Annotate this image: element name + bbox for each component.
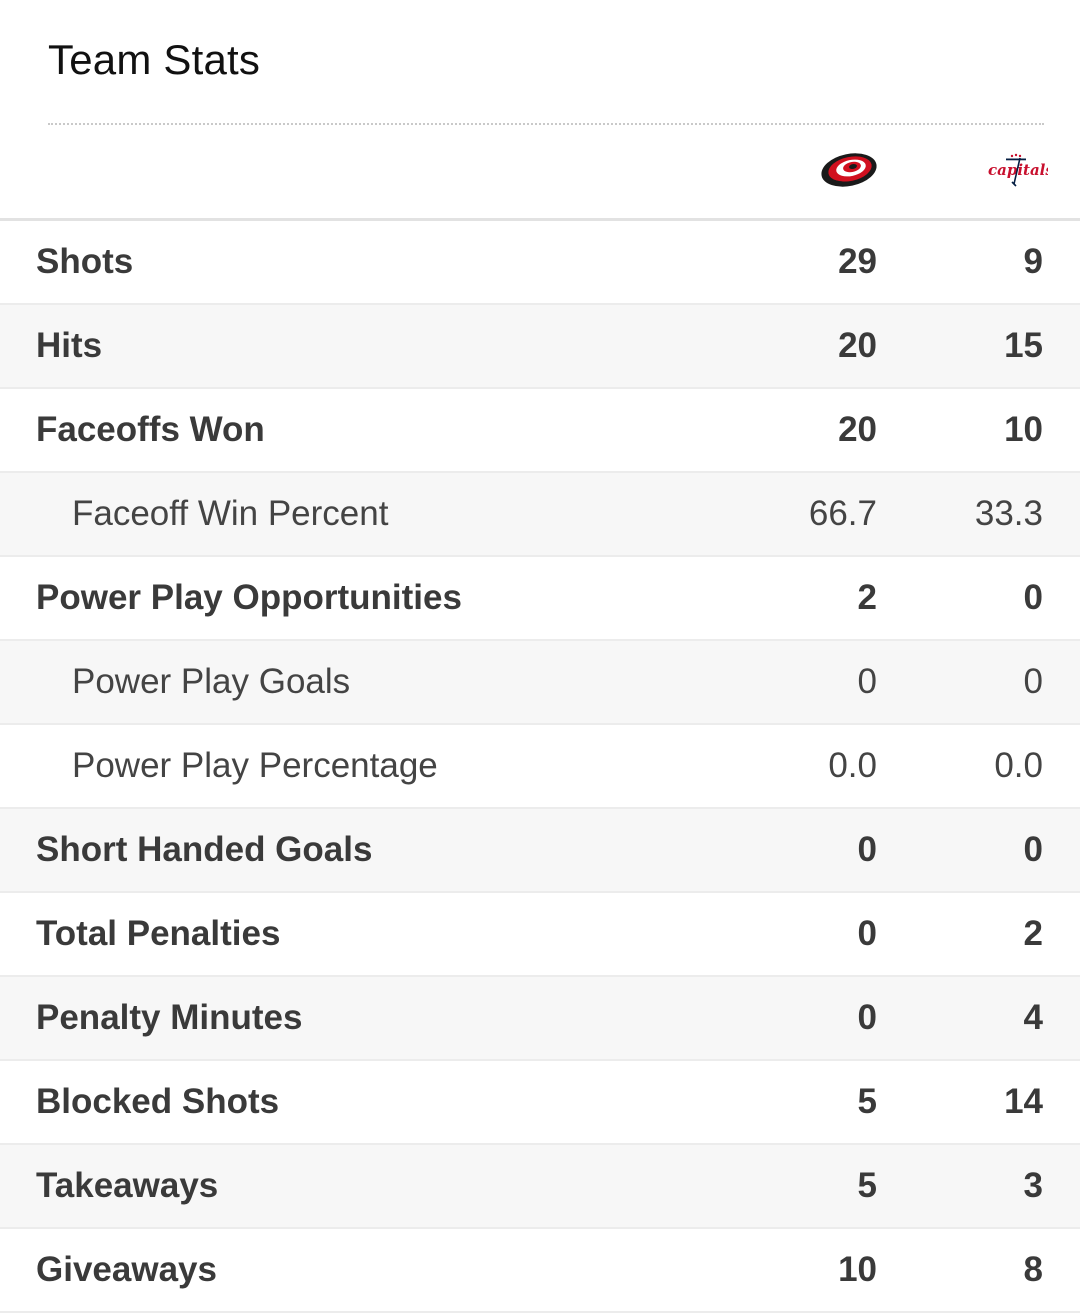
stat-label: Power Play Opportunities: [36, 578, 462, 617]
header-separator: [0, 218, 1080, 221]
stat-label: Penalty Minutes: [36, 998, 303, 1037]
dotted-divider: [48, 123, 1044, 125]
team-logo-row: capitals: [0, 126, 1080, 218]
away-team-value: 9: [1023, 242, 1043, 281]
stat-row: Giveaways 10 8: [0, 1229, 1080, 1313]
stat-row: Power Play Percentage 0.0 0.0: [0, 725, 1080, 809]
home-team-value: 66.7: [808, 494, 877, 533]
away-team-value: 0: [1023, 662, 1043, 701]
home-team-value: 2: [857, 578, 877, 617]
stat-row: Short Handed Goals 0 0: [0, 809, 1080, 893]
stat-label: Faceoff Win Percent: [72, 494, 389, 533]
home-team-value: 0: [857, 830, 877, 869]
away-team-value: 3: [1023, 1166, 1043, 1205]
stat-row: Faceoffs Won 20 10: [0, 389, 1080, 473]
stat-label: Hits: [36, 326, 103, 365]
away-team-value: 4: [1023, 998, 1043, 1037]
stat-label: Takeaways: [36, 1166, 219, 1205]
stat-row: Hits 20 15: [0, 305, 1080, 389]
home-team-value: 0: [857, 998, 877, 1037]
home-team-value: 0: [857, 914, 877, 953]
washington-capitals-logo-icon: capitals: [988, 153, 1048, 187]
stat-row: Shots 29 9: [0, 221, 1080, 305]
away-team-value: 0.0: [994, 746, 1043, 785]
stat-row: Takeaways 5 3: [0, 1145, 1080, 1229]
stat-label: Power Play Percentage: [72, 746, 438, 785]
away-team-value: 8: [1023, 1250, 1043, 1289]
away-team-value: 14: [1004, 1082, 1043, 1121]
home-team-value: 20: [838, 326, 877, 365]
stat-row: Power Play Goals 0 0: [0, 641, 1080, 725]
away-team-value: 0: [1023, 830, 1043, 869]
away-team-value: 33.3: [974, 494, 1043, 533]
home-team-value: 10: [838, 1250, 877, 1289]
stat-row: Faceoff Win Percent 66.7 33.3: [0, 473, 1080, 557]
stat-label: Short Handed Goals: [36, 830, 373, 869]
stat-row: Penalty Minutes 0 4: [0, 977, 1080, 1061]
home-team-value: 29: [838, 242, 877, 281]
stat-label: Giveaways: [36, 1250, 217, 1289]
page-title: Team Stats: [48, 36, 261, 83]
stats-table: Shots 29 9 Hits 20 15 Faceoffs Won 20 10 Faceoff …: [0, 221, 1080, 1313]
stat-label: Blocked Shots: [36, 1082, 280, 1121]
home-team-value: 0.0: [828, 746, 877, 785]
stat-label: Total Penalties: [36, 914, 281, 953]
away-team-value: 0: [1023, 578, 1043, 617]
stat-label: Power Play Goals: [72, 662, 351, 701]
home-team-value: 20: [838, 410, 877, 449]
home-team-value: 5: [857, 1082, 877, 1121]
home-team-value: 0: [857, 662, 877, 701]
carolina-hurricanes-logo-icon: [821, 153, 877, 187]
away-team-value: 10: [1004, 410, 1043, 449]
stat-row: Total Penalties 0 2: [0, 893, 1080, 977]
away-team-value: 15: [1004, 326, 1043, 365]
stat-row: Blocked Shots 5 14: [0, 1061, 1080, 1145]
home-team-value: 5: [857, 1166, 877, 1205]
stat-row: Power Play Opportunities 2 0: [0, 557, 1080, 641]
stat-label: Shots: [36, 242, 134, 281]
away-team-value: 2: [1023, 914, 1043, 953]
stat-label: Faceoffs Won: [36, 410, 265, 449]
